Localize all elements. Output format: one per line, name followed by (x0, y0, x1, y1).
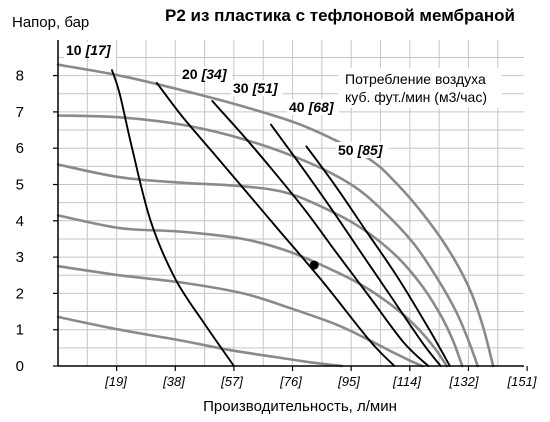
x-tick-label: [132] (449, 374, 479, 389)
air-curve-labels: 10 [17] 20 [34] 30 [51] 40 [68] 50 [85] (64, 42, 388, 158)
x-tick-labels: [19] [38] [57] [76] [95] [114] [132] [151] (104, 374, 537, 389)
pressure-curve-1 (56, 63, 495, 368)
air-label-10: 10 [17] (66, 42, 112, 58)
air-label-background (64, 42, 116, 58)
y-tick-label: 6 (16, 140, 24, 157)
air-label-value: 10 (66, 42, 82, 58)
pressure-curves (56, 63, 495, 368)
annotation-line-2: куб. фут./мин (м3/час) (345, 89, 487, 105)
air-label-metric: [34] (201, 66, 228, 82)
x-tick-label: [57] (220, 374, 243, 389)
x-axis-label: Производительность, л/мин (203, 398, 397, 415)
air-label-metric: [68] (308, 99, 335, 115)
pressure-curve-4 (56, 214, 449, 368)
annotation-background (338, 68, 502, 108)
chart-title: P2 из пластика с тефлоновой мембраной (165, 6, 515, 25)
air-curve-30 (211, 100, 430, 367)
air-label-value: 40 (289, 99, 305, 115)
x-tick-label: [151] (507, 374, 537, 389)
air-label-metric: [85] (357, 142, 384, 158)
operating-point-layer (309, 260, 319, 270)
y-tick-label: 8 (16, 68, 24, 85)
air-label-value: 20 (182, 66, 198, 82)
air-curve-40 (269, 123, 442, 367)
y-axis-label: Напор, бар (12, 14, 89, 31)
air-label-metric: [51] (252, 80, 279, 96)
operating-point-marker (309, 260, 319, 270)
x-tick-label: [38] (162, 374, 185, 389)
y-tick-labels: 0 1 2 3 4 5 6 7 8 (16, 68, 24, 375)
air-curve-50 (305, 145, 451, 367)
y-tick-label: 2 (16, 285, 24, 302)
pressure-curve-2 (56, 114, 479, 368)
y-tick-label: 1 (16, 322, 24, 339)
y-tick-label: 3 (16, 249, 24, 266)
air-label-metric: [17] (85, 42, 112, 58)
y-tick-label: 7 (16, 104, 24, 121)
air-label-value: 50 (338, 142, 354, 158)
x-tick-label: [76] (279, 374, 302, 389)
air-curve-20 (155, 81, 396, 367)
pressure-curve-5 (56, 264, 424, 368)
air-label-background (231, 80, 283, 96)
x-tick-label: [19] (104, 374, 127, 389)
air-label-background (287, 99, 339, 115)
pressure-curve-6 (56, 315, 344, 368)
air-consumption-curves (111, 69, 451, 367)
pressure-curve-3 (56, 163, 464, 368)
y-tick-label: 0 (16, 358, 24, 375)
air-label-50: 50 [85] (338, 142, 384, 158)
air-label-value: 30 (233, 80, 249, 96)
axis-ticks (53, 74, 528, 371)
air-label-20: 20 [34] (182, 66, 228, 82)
air-curve-10 (111, 69, 235, 367)
x-tick-label: [95] (337, 374, 360, 389)
air-label-background (336, 142, 388, 158)
x-tick-label: [114] (392, 374, 421, 389)
y-tick-label: 4 (16, 213, 24, 230)
air-label-30: 30 [51] (233, 80, 279, 96)
air-label-background (180, 66, 232, 82)
air-consumption-annotation: Потребление воздуха куб. фут./мин (м3/ча… (338, 68, 502, 108)
air-label-40: 40 [68] (289, 99, 335, 115)
y-tick-label: 5 (16, 177, 24, 194)
annotation-line-1: Потребление воздуха (345, 71, 486, 87)
